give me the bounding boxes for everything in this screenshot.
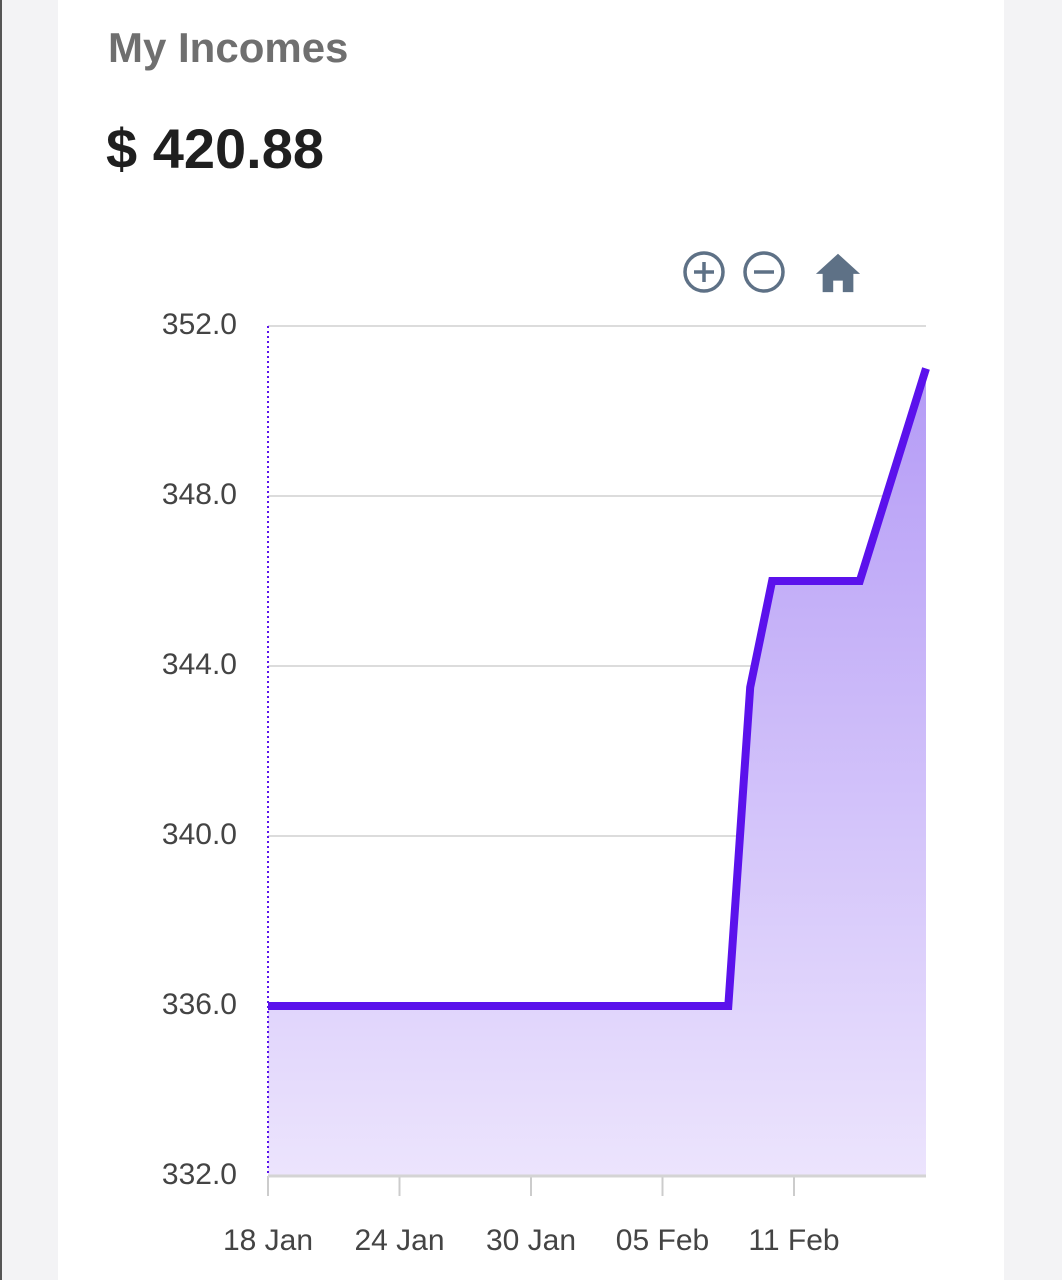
zoom-out-icon xyxy=(743,251,785,293)
series-area xyxy=(268,368,926,1176)
series-line xyxy=(268,367,930,1010)
y-tick-label: 344.0 xyxy=(162,648,237,681)
chart-toolbar xyxy=(680,248,862,296)
x-tick-labels: 18 Jan 24 Jan 30 Jan 05 Feb 11 Feb xyxy=(223,1224,840,1257)
x-tick-label: 30 Jan xyxy=(486,1224,576,1257)
y-tick-label: 332.0 xyxy=(162,1158,237,1191)
y-tick-label: 340.0 xyxy=(162,818,237,851)
x-tick-label: 11 Feb xyxy=(748,1224,839,1257)
zoom-in-icon xyxy=(683,251,725,293)
zoom-out-button[interactable] xyxy=(740,248,788,296)
income-amount: $ 420.88 xyxy=(106,117,324,180)
zoom-in-button[interactable] xyxy=(680,248,728,296)
x-tick-label: 05 Feb xyxy=(616,1224,709,1257)
y-tick-label: 352.0 xyxy=(162,308,237,341)
home-icon xyxy=(815,253,861,293)
card-title: My Incomes xyxy=(108,24,349,71)
area-layer xyxy=(268,367,930,1176)
y-tick-label: 336.0 xyxy=(162,988,237,1021)
window-edge xyxy=(0,0,2,1280)
axes xyxy=(267,326,926,1196)
y-tick-labels: 352.0 348.0 344.0 340.0 336.0 332.0 xyxy=(162,308,237,1191)
y-tick-label: 348.0 xyxy=(162,478,237,511)
x-tick-label: 18 Jan xyxy=(223,1224,313,1257)
reset-zoom-button[interactable] xyxy=(814,248,862,296)
x-tick-label: 24 Jan xyxy=(354,1224,444,1257)
